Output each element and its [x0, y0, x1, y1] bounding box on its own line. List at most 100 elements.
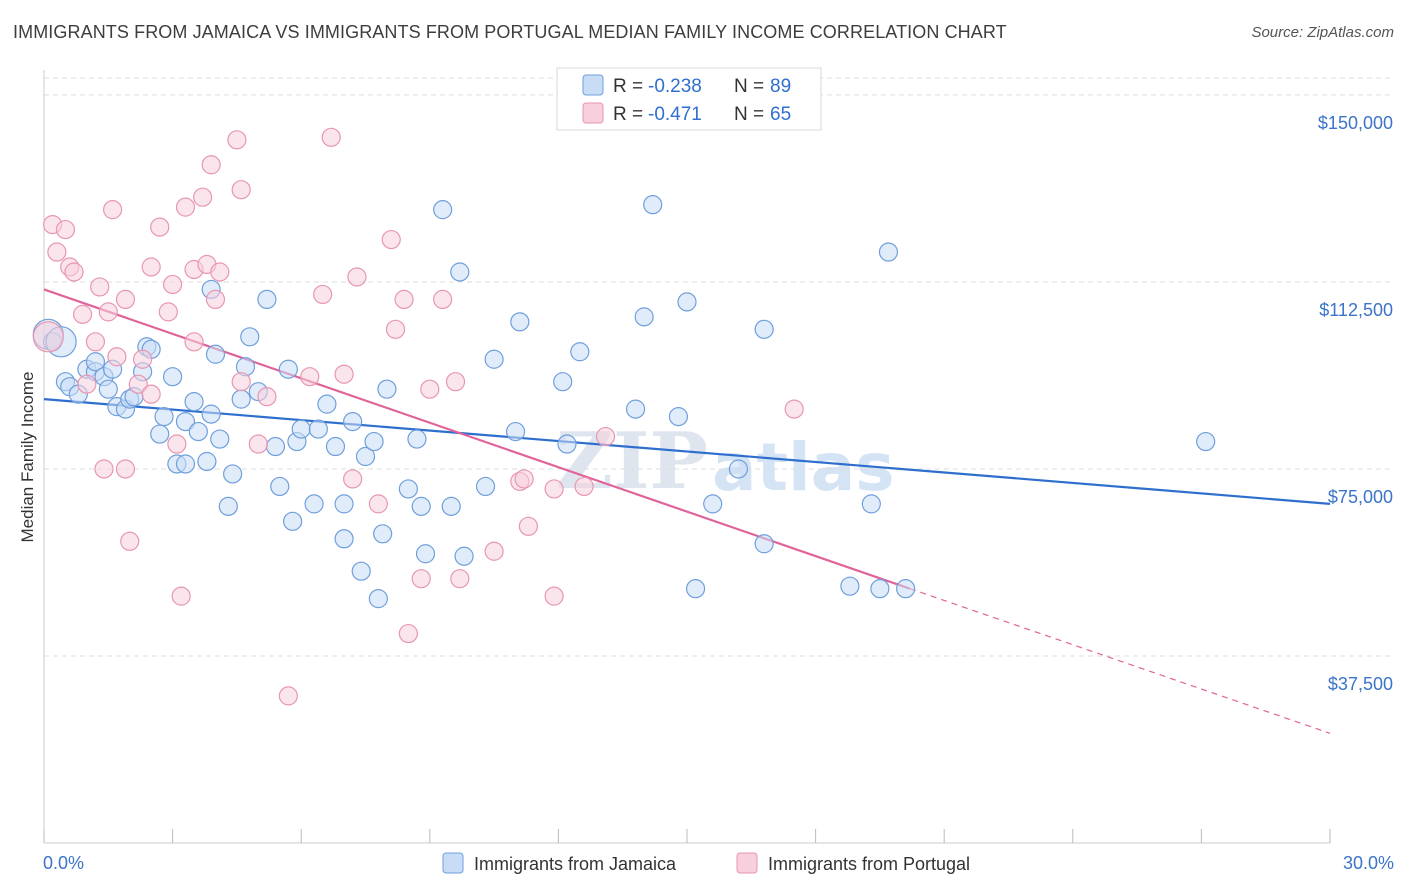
- portugal-point: [334, 364, 354, 384]
- bottom-legend: Immigrants from Jamaica Immigrants from …: [442, 852, 970, 874]
- jamaica-point: [175, 411, 196, 432]
- legend-r-value-jamaica: -0.238: [648, 76, 702, 97]
- jamaica-point: [188, 421, 208, 442]
- portugal-trend-extension: [909, 588, 1331, 734]
- jamaica-point: [343, 411, 363, 432]
- portugal-point: [115, 289, 136, 310]
- legend-r-label-jamaica: R =: [613, 76, 643, 97]
- jamaica-point: [317, 394, 337, 414]
- portugal-point: [381, 229, 401, 250]
- portugal-point: [231, 180, 251, 200]
- legend-n-label-portugal: N =: [734, 104, 764, 125]
- jamaica-point: [475, 476, 496, 497]
- jamaica-point: [634, 307, 654, 327]
- trend-lines: [43, 288, 1331, 734]
- legend-swatch-jamaica: [582, 74, 604, 96]
- y-tick-label: $150,000: [1318, 113, 1393, 133]
- jamaica-point: [433, 200, 453, 220]
- portugal-point: [94, 459, 114, 479]
- jamaica-point: [210, 429, 230, 449]
- portugal-point: [544, 479, 564, 499]
- portugal-point: [163, 274, 183, 295]
- portugal-point: [514, 469, 534, 489]
- portugal-point: [445, 372, 466, 392]
- jamaica-point: [184, 392, 204, 412]
- jamaica-point: [270, 476, 290, 497]
- jamaica-point: [754, 534, 774, 554]
- portugal-point: [411, 569, 431, 589]
- legend: R = -0.238 N = 89 R = -0.471 N = 65: [556, 67, 822, 131]
- portugal-point: [343, 469, 363, 489]
- portugal-point: [321, 127, 341, 147]
- jamaica-point: [304, 494, 324, 514]
- jamaica-point: [201, 404, 221, 424]
- portugal-point: [278, 686, 298, 706]
- portugal-point: [347, 267, 367, 287]
- portugal-point: [595, 426, 616, 447]
- portugal-point: [32, 321, 64, 353]
- portugal-point: [167, 434, 187, 454]
- jamaica-point: [896, 579, 916, 599]
- jamaica-point: [398, 479, 418, 499]
- jamaica-point: [150, 424, 170, 444]
- jamaica-trend-line: [43, 398, 1331, 505]
- bottom-legend-label-jamaica: Immigrants from Jamaica: [474, 854, 677, 874]
- portugal-point: [544, 586, 564, 606]
- jamaica-point: [454, 546, 474, 566]
- y-tick-label: $75,000: [1328, 487, 1393, 507]
- portugal-point: [257, 387, 277, 407]
- portugal-point: [394, 289, 414, 310]
- portugal-point: [102, 200, 123, 220]
- portugal-point: [231, 372, 251, 392]
- jamaica-point: [510, 312, 530, 332]
- portugal-point: [210, 262, 230, 282]
- jamaica-point: [484, 349, 504, 369]
- jamaica-point: [411, 496, 431, 516]
- jamaica-point: [625, 399, 646, 419]
- portugal-point: [484, 541, 504, 561]
- jamaica-point: [325, 436, 346, 457]
- jamaica-point: [278, 359, 298, 379]
- legend-swatch-portugal: [582, 102, 604, 124]
- jamaica-point: [231, 389, 251, 409]
- jamaica-point: [265, 436, 286, 457]
- jamaica-point: [870, 579, 890, 599]
- portugal-point: [784, 399, 804, 419]
- jamaica-point: [415, 544, 436, 564]
- jamaica-point: [703, 494, 723, 514]
- portugal-point: [300, 367, 320, 387]
- portugal-point: [120, 531, 140, 551]
- portugal-point: [77, 374, 97, 394]
- jamaica-point: [223, 464, 243, 484]
- jamaica-point: [355, 446, 376, 467]
- portugal-point: [184, 332, 204, 352]
- portugal-point: [574, 476, 594, 497]
- legend-r-value-portugal: -0.471: [648, 104, 702, 125]
- y-axis-label: Median Family Income: [18, 371, 37, 542]
- x-tick-label-max: 30.0%: [1343, 853, 1394, 873]
- series-portugal-points: [32, 127, 804, 706]
- portugal-point: [64, 262, 84, 282]
- portugal-point: [90, 277, 110, 297]
- portugal-point: [98, 302, 118, 322]
- jamaica-point: [364, 431, 384, 452]
- portugal-point: [107, 347, 127, 367]
- jamaica-point: [553, 372, 573, 392]
- jamaica-point: [291, 419, 311, 439]
- jamaica-point: [334, 529, 354, 549]
- jamaica-point: [308, 419, 328, 439]
- portugal-point: [55, 219, 76, 240]
- portugal-point: [433, 289, 453, 310]
- jamaica-point: [754, 319, 774, 339]
- jamaica-point: [840, 576, 860, 596]
- jamaica-point: [557, 434, 577, 454]
- legend-n-value-portugal: 65: [770, 104, 791, 125]
- y-tick-label: $37,500: [1328, 674, 1393, 694]
- jamaica-point: [685, 579, 706, 599]
- portugal-point: [248, 434, 268, 454]
- jamaica-point: [377, 379, 397, 399]
- bottom-legend-label-portugal: Immigrants from Portugal: [768, 854, 970, 874]
- jamaica-point: [154, 407, 174, 427]
- portugal-point: [205, 289, 226, 310]
- jamaica-point: [1196, 431, 1216, 452]
